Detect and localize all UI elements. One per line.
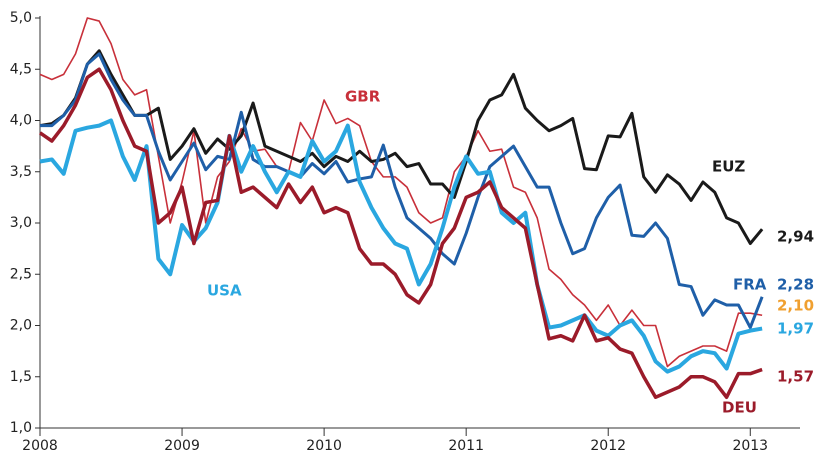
y-tick-label: 3,0	[10, 215, 32, 231]
series-label: EUZ	[712, 158, 745, 176]
x-tick-label: 2010	[306, 438, 342, 454]
end-label: 2,28	[777, 276, 814, 294]
x-tick-label: 2012	[590, 438, 626, 454]
y-tick-label: 2,0	[10, 318, 32, 334]
series-label: FRA	[733, 276, 767, 294]
series-label: USA	[207, 282, 242, 300]
end-label: 2,10	[777, 297, 814, 315]
y-tick-label: 4,0	[10, 113, 32, 129]
series-line	[39, 67, 763, 399]
series-label: GBR	[345, 88, 381, 106]
series-line	[39, 49, 764, 245]
end-label: 1,97	[777, 320, 814, 338]
end-label: 2,94	[777, 228, 814, 246]
x-tick-label: 2008	[22, 438, 58, 454]
y-tick-label: 2,5	[10, 266, 32, 282]
series-line	[39, 17, 763, 368]
series-label: DEU	[722, 399, 757, 417]
y-tick-label: 1,0	[10, 420, 32, 436]
series-line	[39, 118, 763, 374]
y-tick-label: 4,5	[10, 61, 32, 77]
y-tick-label: 3,5	[10, 164, 32, 180]
x-tick-label: 2009	[164, 438, 200, 454]
x-tick-label: 2011	[448, 438, 484, 454]
series-line	[40, 52, 764, 330]
x-tick-label: 2013	[732, 438, 768, 454]
y-tick-label: 5,0	[10, 10, 32, 26]
end-label: 1,57	[777, 368, 814, 386]
y-tick-label: 1,5	[10, 369, 32, 385]
